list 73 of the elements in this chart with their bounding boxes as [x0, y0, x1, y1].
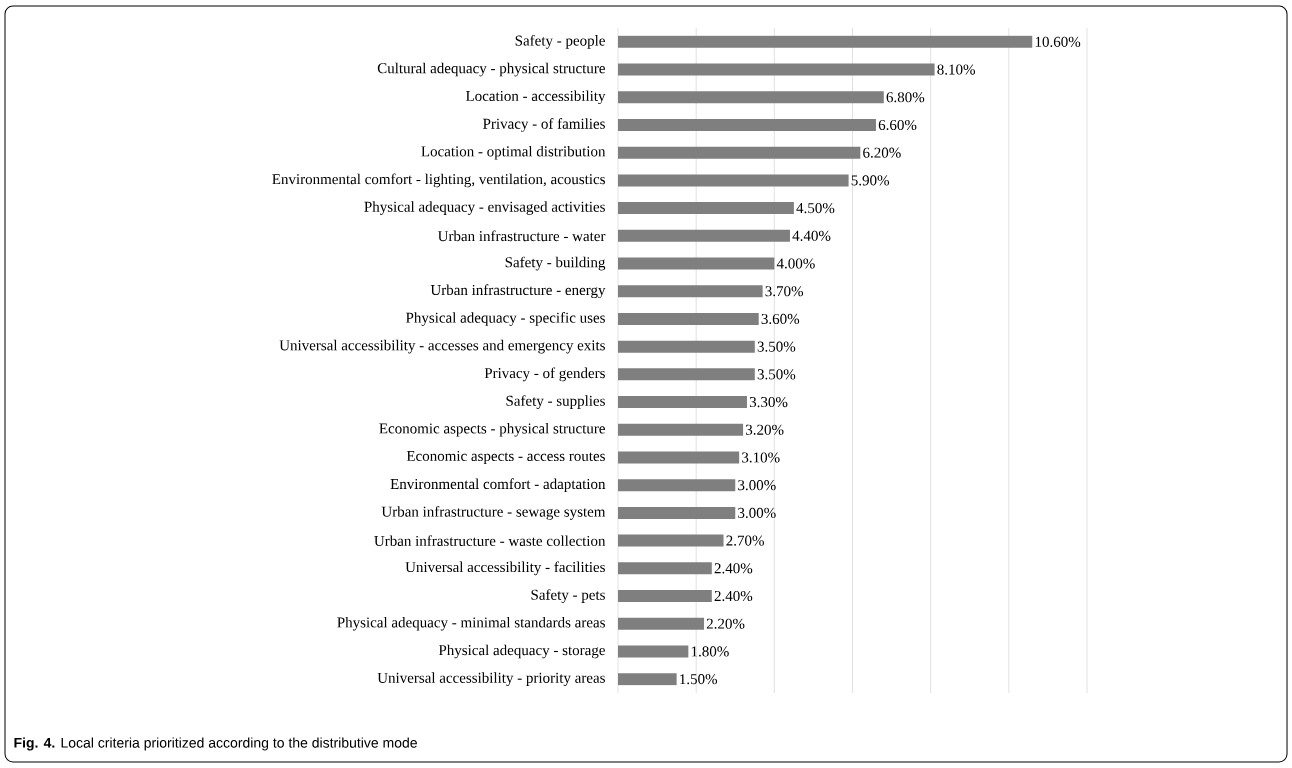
y-tick-label: Universal accessibility - accesses and emergency exits [279, 339, 605, 354]
bar [618, 174, 849, 187]
bar [618, 257, 775, 270]
data-label: 3.10% [742, 452, 780, 463]
bar [618, 202, 794, 215]
y-tick-label: Safety - supplies [506, 395, 605, 409]
y-tick-label: Universal accessibility - priority areas [377, 672, 605, 686]
data-label: 3.60% [761, 313, 800, 325]
y-tick-label: Location - accessibility [465, 90, 606, 105]
bar [618, 146, 861, 159]
data-label: 6.60% [878, 119, 917, 131]
data-label: 10.60% [1035, 36, 1081, 47]
bar [618, 617, 704, 630]
data-label: 6.80% [886, 92, 925, 103]
y-tick-label: Urban infrastructure - waste collection [374, 535, 606, 546]
y-tick-label: Environmental comfort - lighting, ventilation, acoustics [272, 173, 605, 188]
bar [618, 590, 712, 603]
data-label: 4.50% [796, 203, 835, 214]
bar [618, 91, 884, 104]
y-tick-label: Cultural adequacy - physical structure [377, 62, 605, 77]
data-label: 4.40% [792, 230, 831, 241]
y-tick-label: Safety - building [505, 256, 606, 271]
bar [618, 312, 759, 325]
data-label: 1.80% [691, 646, 729, 657]
bar [618, 562, 712, 575]
bar [618, 118, 876, 131]
y-tick-label: Physical adequacy - envisaged activities [364, 201, 605, 215]
data-label: 3.00% [738, 507, 776, 518]
data-label: 2.40% [714, 590, 753, 602]
bar [618, 451, 740, 464]
data-label: 3.20% [746, 424, 784, 435]
text: Fig. 4. Local criteria prioritized according to the distributive mode [14, 737, 417, 751]
bar [618, 396, 747, 409]
bar [618, 229, 790, 242]
bar [618, 35, 1033, 48]
data-label: 3.70% [765, 286, 804, 297]
data-label: 4.00% [776, 258, 815, 269]
y-tick-label: Privacy - of genders [484, 367, 605, 382]
data-label: 3.30% [749, 396, 788, 408]
y-tick-label: Economic aspects - physical structure [379, 422, 605, 437]
data-label: 2.70% [726, 535, 764, 546]
data-label: 3.50% [757, 369, 796, 380]
data-label: 2.40% [714, 563, 753, 574]
y-tick-label: Economic aspects - access routes [406, 450, 605, 465]
y-tick-label: Urban infrastructure - sewage system [381, 506, 606, 520]
data-label: 3.50% [757, 341, 796, 352]
bar [618, 368, 755, 381]
bar [618, 534, 724, 547]
data-label: 8.10% [937, 64, 976, 75]
bar [618, 479, 736, 492]
y-tick-label: Safety - pets [531, 589, 605, 603]
y-tick-label: Universal accessibility - facilities [405, 561, 605, 576]
y-tick-label: Environmental comfort - adaptation [390, 478, 606, 493]
bar [618, 423, 744, 436]
y-tick-label: Safety - people [515, 34, 605, 49]
y-tick-label: Urban infrastructure - water [437, 230, 606, 242]
bar [618, 673, 677, 686]
data-label: 3.00% [738, 480, 776, 491]
y-tick-label: Privacy - of families [483, 118, 605, 132]
y-tick-label: Urban infrastructure - energy [430, 284, 606, 299]
bar [618, 340, 755, 353]
y-tick-label: Physical adequacy - storage [438, 644, 605, 659]
y-tick-label: Location - optimal distribution [421, 145, 606, 160]
bar [618, 285, 763, 298]
data-label: 6.20% [863, 147, 901, 158]
bar [618, 63, 935, 76]
data-label: 2.20% [706, 618, 745, 629]
y-tick-label: Physical adequacy - specific uses [405, 312, 605, 326]
data-label: 5.90% [851, 175, 890, 186]
data-label: 1.50% [680, 674, 718, 685]
bar [618, 506, 736, 519]
bar [618, 645, 689, 658]
y-tick-label: Physical adequacy - minimal standards areas [337, 616, 605, 631]
